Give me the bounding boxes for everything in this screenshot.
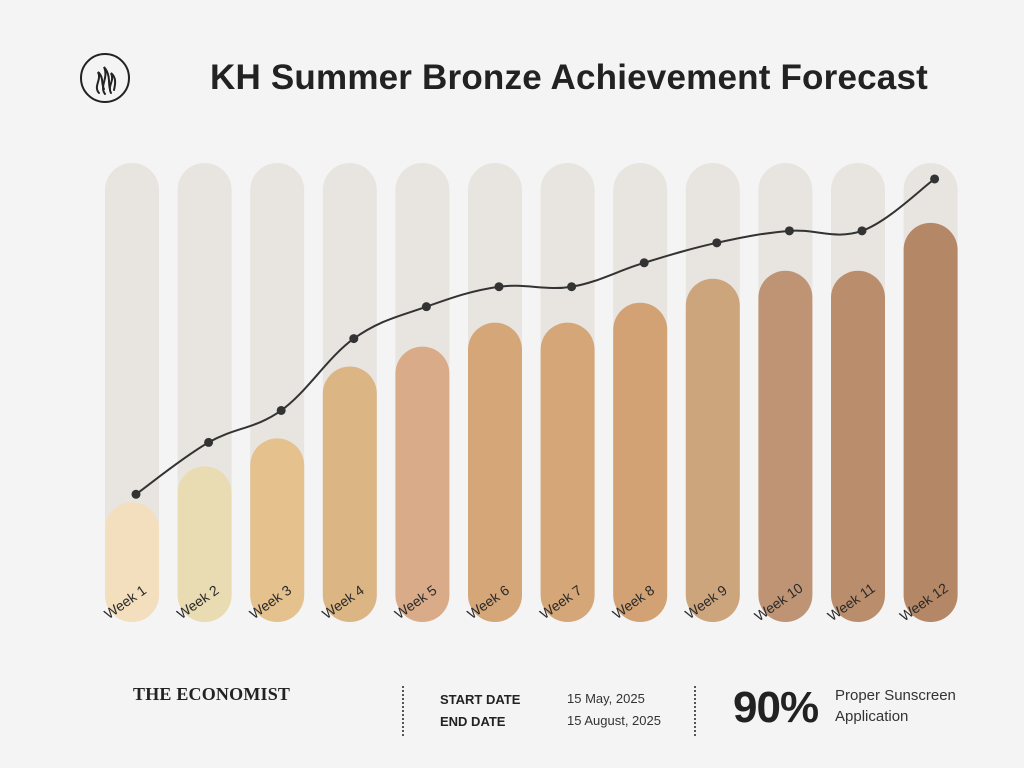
line-point — [930, 174, 940, 184]
page-title: KH Summer Bronze Achievement Forecast — [210, 58, 928, 97]
end-date-value: 15 August, 2025 — [567, 713, 661, 728]
line-point — [421, 302, 431, 312]
start-date-label: START DATE — [440, 692, 521, 707]
bar — [685, 278, 740, 622]
end-date-label: END DATE — [440, 714, 506, 729]
bar — [903, 222, 958, 622]
line-point — [276, 405, 286, 415]
start-date-value: 15 May, 2025 — [567, 691, 645, 706]
line-point — [857, 226, 867, 236]
bar — [831, 270, 885, 622]
line-point — [567, 282, 577, 292]
line-point — [712, 238, 722, 248]
bar — [468, 322, 522, 622]
line-point — [131, 489, 141, 499]
bar — [758, 270, 813, 622]
footer-divider-right — [694, 686, 696, 736]
bar — [322, 366, 377, 622]
series-line — [135, 178, 936, 496]
flame-logo-icon — [80, 53, 130, 103]
footer-brand: THE ECONOMIST — [133, 684, 291, 704]
line-point — [349, 334, 359, 344]
line-point — [639, 258, 649, 268]
bar — [250, 438, 305, 622]
bar — [540, 322, 595, 622]
sunscreen-stat-value: 90% — [733, 683, 819, 732]
line-point — [204, 437, 214, 447]
bar — [105, 502, 159, 622]
sunscreen-stat-label-line1: Proper Sunscreen — [835, 687, 956, 704]
footer-divider-left — [402, 686, 404, 736]
bar — [613, 302, 668, 622]
line-point — [784, 226, 794, 236]
bar — [177, 466, 232, 622]
line-point — [494, 282, 504, 292]
sunscreen-stat-label-line2: Application — [835, 708, 909, 725]
bar — [395, 346, 450, 622]
